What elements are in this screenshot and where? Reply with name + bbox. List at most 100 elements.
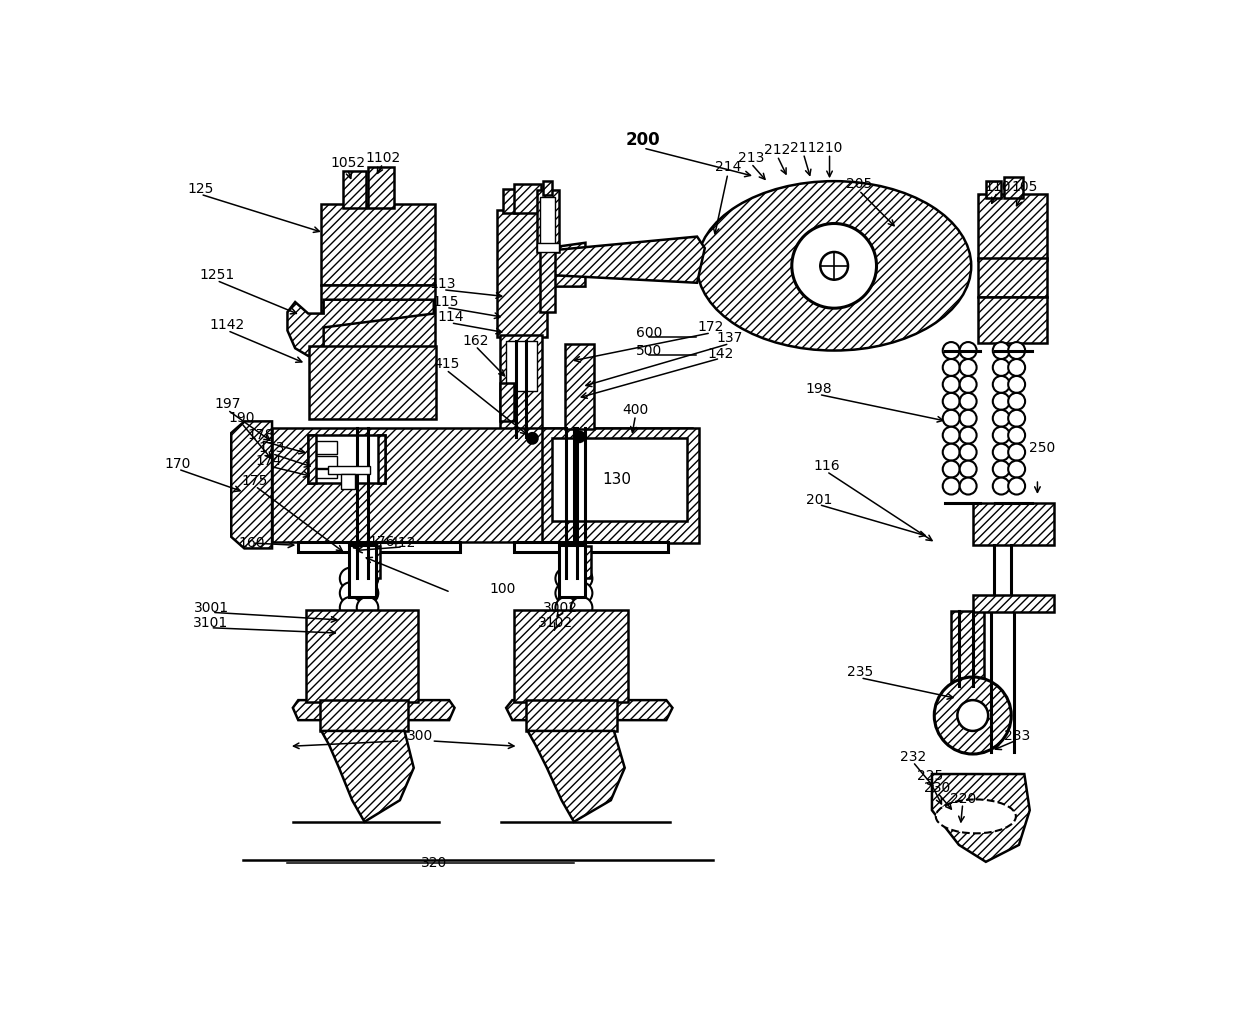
Polygon shape [288, 300, 434, 356]
Bar [497, 210, 547, 337]
Text: 233: 233 [1003, 728, 1029, 743]
Circle shape [942, 461, 960, 477]
Text: 115: 115 [433, 295, 459, 309]
Circle shape [993, 410, 1009, 427]
Bar [526, 700, 618, 731]
Polygon shape [321, 731, 414, 821]
Circle shape [570, 627, 593, 648]
Bar [309, 435, 316, 483]
Text: 3102: 3102 [538, 616, 573, 630]
Circle shape [960, 342, 977, 359]
Text: 110: 110 [985, 180, 1011, 194]
Circle shape [357, 656, 378, 677]
Text: 230: 230 [924, 781, 951, 795]
Circle shape [357, 641, 378, 662]
Circle shape [570, 685, 593, 706]
Circle shape [570, 568, 593, 589]
Text: 116: 116 [813, 459, 839, 473]
Circle shape [570, 611, 593, 633]
Text: 212: 212 [764, 143, 790, 157]
Bar [542, 428, 699, 543]
Text: 250: 250 [1029, 441, 1055, 455]
Circle shape [556, 611, 577, 633]
Bar [552, 438, 687, 522]
Circle shape [821, 252, 848, 279]
Circle shape [556, 714, 577, 736]
Circle shape [574, 432, 585, 442]
Bar [978, 194, 1048, 259]
Text: 320: 320 [420, 856, 446, 870]
Circle shape [570, 728, 593, 750]
Circle shape [340, 670, 361, 691]
Circle shape [942, 376, 960, 393]
Circle shape [570, 699, 593, 720]
Circle shape [340, 728, 361, 750]
Polygon shape [293, 700, 455, 720]
Text: 200: 200 [626, 131, 661, 149]
Circle shape [1008, 376, 1025, 393]
Bar [513, 542, 668, 552]
Circle shape [570, 597, 593, 619]
Circle shape [556, 641, 577, 662]
Bar [506, 340, 537, 390]
Text: 197: 197 [215, 398, 241, 412]
Text: 300: 300 [407, 728, 433, 743]
Bar [299, 542, 460, 552]
Circle shape [1008, 477, 1025, 494]
Circle shape [960, 477, 977, 494]
Bar [560, 546, 590, 578]
Circle shape [357, 685, 378, 706]
Bar [543, 182, 552, 195]
Circle shape [357, 611, 378, 633]
Circle shape [942, 359, 960, 376]
Text: 198: 198 [806, 382, 832, 397]
Circle shape [993, 342, 1009, 359]
Bar [321, 204, 435, 286]
Circle shape [792, 223, 877, 308]
Polygon shape [506, 700, 672, 720]
Bar [314, 456, 337, 468]
Circle shape [357, 627, 378, 648]
Circle shape [1008, 342, 1025, 359]
Ellipse shape [936, 799, 1016, 833]
Bar [321, 286, 435, 347]
Circle shape [1008, 444, 1025, 461]
Text: 142: 142 [707, 347, 733, 360]
Circle shape [340, 597, 361, 619]
Text: 225: 225 [916, 769, 942, 783]
Circle shape [960, 427, 977, 444]
Text: 235: 235 [847, 665, 873, 679]
Circle shape [527, 433, 538, 444]
Text: 3002: 3002 [543, 600, 578, 614]
Bar [564, 344, 594, 429]
Circle shape [556, 670, 577, 691]
Bar [500, 382, 513, 422]
Bar [503, 189, 518, 214]
Circle shape [942, 410, 960, 427]
Circle shape [357, 714, 378, 736]
Bar [541, 250, 556, 312]
Polygon shape [231, 422, 272, 549]
Polygon shape [551, 236, 704, 283]
Circle shape [960, 444, 977, 461]
Circle shape [1008, 359, 1025, 376]
Polygon shape [547, 243, 585, 287]
Circle shape [340, 714, 361, 736]
Text: 130: 130 [603, 472, 631, 487]
Text: 137: 137 [717, 331, 743, 345]
Circle shape [960, 461, 977, 477]
Circle shape [556, 685, 577, 706]
Bar [513, 610, 627, 702]
Circle shape [942, 393, 960, 410]
Text: 1052: 1052 [330, 156, 365, 171]
Circle shape [960, 393, 977, 410]
Bar [978, 297, 1048, 343]
Circle shape [570, 641, 593, 662]
Circle shape [993, 376, 1009, 393]
Bar [320, 700, 408, 731]
Text: 600: 600 [636, 326, 662, 340]
Circle shape [942, 444, 960, 461]
Circle shape [357, 699, 378, 720]
Bar [558, 545, 585, 597]
Circle shape [993, 393, 1009, 410]
